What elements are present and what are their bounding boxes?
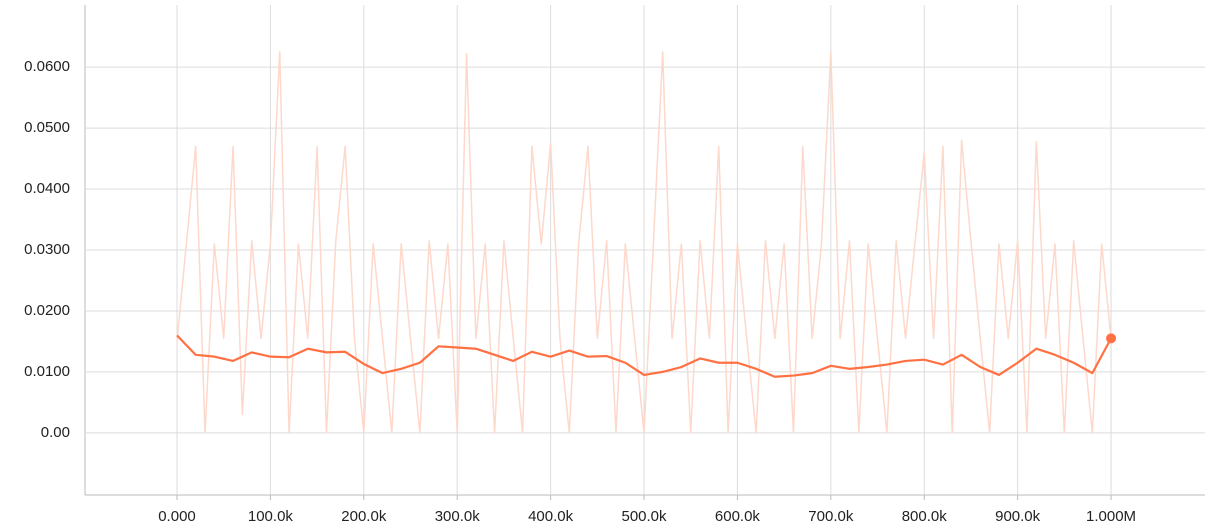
- y-tick-label: 0.0400: [24, 180, 70, 197]
- x-tick-label: 1.000M: [1086, 508, 1136, 525]
- y-tick-label: 0.0200: [24, 302, 70, 319]
- smoothed-line: [176, 334, 1113, 378]
- y-tick-label: 0.0500: [24, 119, 70, 136]
- x-tick-label: 0.000: [158, 508, 196, 525]
- x-tick-label: 100.0k: [248, 508, 294, 525]
- x-tick-label: 200.0k: [341, 508, 387, 525]
- y-tick-label: 0.0100: [24, 363, 70, 380]
- x-tick-label: 700.0k: [808, 508, 854, 525]
- x-tick-label: 800.0k: [902, 508, 948, 525]
- y-tick-label: 0.0600: [24, 58, 70, 75]
- raw-line: [176, 51, 1112, 434]
- y-tick-label: 0.0300: [24, 241, 70, 258]
- x-tick-label: 400.0k: [528, 508, 574, 525]
- end-point: [1106, 333, 1117, 344]
- x-tick-label: 500.0k: [621, 508, 667, 525]
- y-tick-label: 0.00: [41, 424, 70, 441]
- x-tick-label: 300.0k: [435, 508, 481, 525]
- x-tick-label: 600.0k: [715, 508, 761, 525]
- x-tick-label: 900.0k: [995, 508, 1041, 525]
